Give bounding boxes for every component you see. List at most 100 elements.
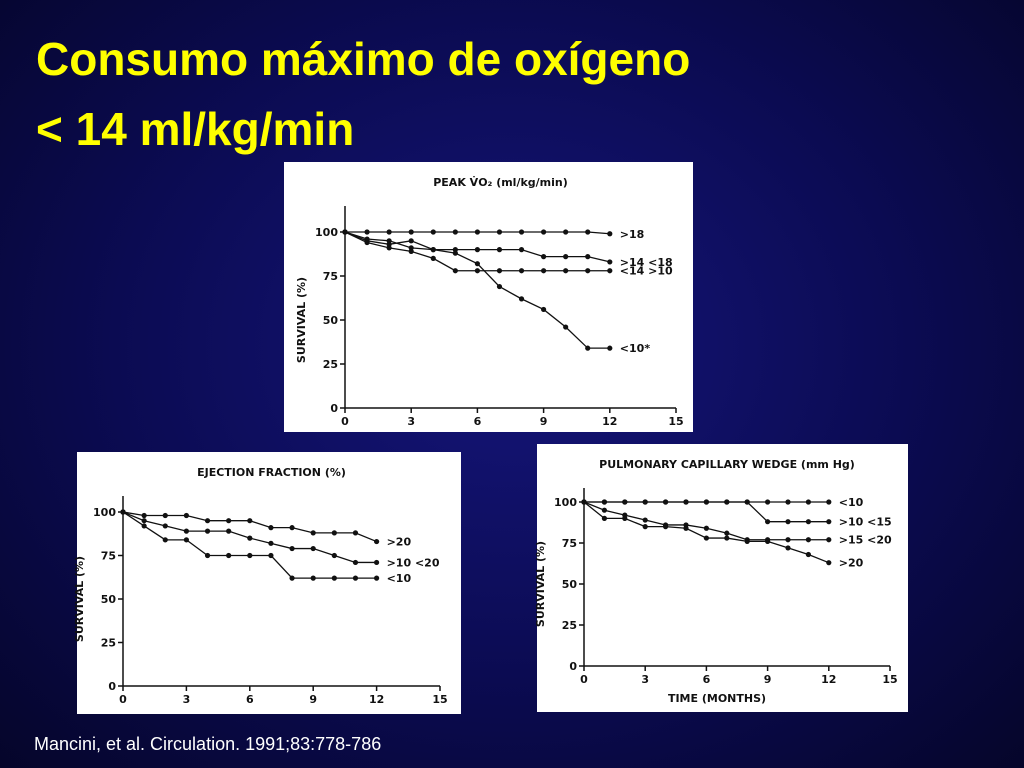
legend-entry: >14 <18 [620, 256, 673, 269]
data-point [744, 499, 750, 505]
y-tick-label: 100 [315, 226, 338, 239]
x-tick-label: 12 [369, 693, 384, 706]
x-tick-label: 9 [764, 673, 772, 686]
data-point [331, 530, 337, 536]
legend-entry: >15 <20 [839, 534, 892, 547]
data-point [563, 254, 569, 260]
data-point [826, 499, 832, 505]
data-point [518, 268, 525, 274]
data-point [785, 545, 791, 551]
data-point [204, 518, 211, 524]
x-tick-label: 12 [821, 673, 836, 686]
data-point [452, 268, 458, 274]
data-point [474, 247, 480, 253]
y-tick-label: 75 [562, 537, 577, 550]
data-point [785, 537, 791, 543]
y-axis-label: SURVIVAL (%) [73, 556, 86, 642]
data-point [289, 545, 295, 552]
y-tick-label: 75 [101, 550, 116, 563]
data-point [430, 255, 436, 261]
data-point [386, 241, 392, 247]
data-point [607, 268, 613, 274]
data-point [607, 345, 613, 351]
y-axis-label: SURVIVAL (%) [295, 277, 308, 363]
x-tick-label: 6 [474, 415, 482, 428]
data-point [805, 537, 812, 543]
data-point [374, 559, 380, 566]
x-tick-label: 9 [309, 693, 317, 706]
chart: PEAK V̇O₂ (ml/kg/min) 0 25 50 75 100 0 3 6 9 12 15 S… [284, 162, 693, 432]
y-tick-label: 25 [323, 358, 338, 371]
data-point [342, 229, 348, 235]
x-tick-label: 3 [407, 415, 415, 428]
data-point [663, 524, 669, 530]
data-point [226, 528, 232, 534]
chart: EJECTION FRACTION (%) 0 25 50 75 100 0 3 6 9 12 15 S… [73, 452, 461, 714]
data-point [581, 499, 587, 505]
y-tick-label: 50 [323, 314, 339, 327]
data-point [765, 519, 771, 525]
data-point [724, 530, 730, 536]
data-point [310, 545, 316, 552]
data-point [430, 229, 436, 235]
legend-entry: >20 [839, 557, 864, 570]
y-tick-label: 50 [101, 593, 117, 606]
y-tick-label: 25 [562, 619, 577, 632]
data-point [352, 559, 359, 566]
data-point [703, 535, 710, 541]
data-point [408, 248, 414, 254]
data-point [518, 247, 525, 253]
y-axis-label: SURVIVAL (%) [534, 541, 547, 627]
data-point [496, 229, 503, 235]
data-point [642, 499, 648, 505]
data-point [683, 525, 689, 531]
data-point [268, 552, 274, 559]
data-point [162, 523, 168, 529]
data-point [744, 538, 750, 544]
data-point [247, 518, 253, 524]
slide-subtitle: < 14 ml/kg/min [36, 103, 355, 155]
data-point [683, 499, 689, 505]
data-point [496, 268, 503, 274]
x-tick-label: 0 [119, 693, 127, 706]
y-tick-label: 0 [569, 660, 577, 673]
data-point [289, 525, 295, 531]
data-point [226, 552, 232, 559]
data-point [162, 512, 168, 519]
data-point [765, 538, 771, 544]
data-point [805, 551, 812, 558]
data-point [785, 519, 791, 525]
data-point [474, 261, 480, 267]
data-point [430, 247, 436, 253]
x-axis-label: TIME (MONTHS) [668, 692, 766, 705]
data-point [585, 254, 591, 260]
data-point [826, 560, 832, 566]
y-tick-label: 50 [562, 578, 578, 591]
data-point [805, 499, 812, 505]
x-tick-label: 15 [432, 693, 447, 706]
data-point [703, 525, 710, 531]
data-point [310, 575, 316, 581]
data-point [268, 540, 274, 546]
data-point [141, 512, 147, 519]
data-point [541, 306, 547, 313]
chart-title: PULMONARY CAPILLARY WEDGE (mm Hg) [599, 458, 855, 471]
data-point [541, 268, 547, 274]
x-tick-label: 0 [341, 415, 349, 428]
legend-entry: >18 [620, 228, 645, 241]
legend-entry: <10* [620, 342, 651, 355]
data-point [141, 518, 147, 524]
data-point [162, 537, 168, 543]
citation: Mancini, et al. Circulation. 1991;83:778… [34, 734, 382, 754]
data-point [226, 518, 232, 524]
x-tick-label: 3 [183, 693, 191, 706]
data-point [601, 499, 608, 505]
data-point [374, 575, 380, 581]
x-tick-label: 9 [540, 415, 548, 428]
data-point [183, 537, 189, 543]
data-point [204, 552, 211, 559]
chart-title: EJECTION FRACTION (%) [197, 466, 346, 479]
data-point [331, 575, 337, 581]
